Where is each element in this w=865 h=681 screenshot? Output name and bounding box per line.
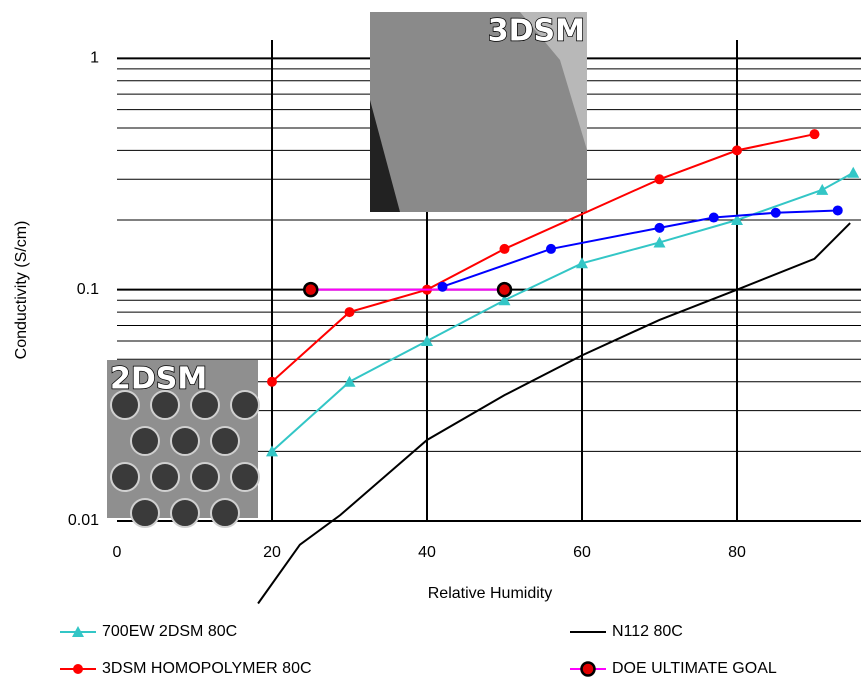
chart: 3DSM 2DSM Relative Humidity Conductivity… bbox=[0, 0, 865, 681]
point bbox=[709, 213, 719, 223]
legend-marker bbox=[73, 664, 83, 674]
legend-label: 700EW 2DSM 80C bbox=[102, 623, 237, 640]
point bbox=[833, 205, 843, 215]
legend-label: DOE ULTIMATE GOAL bbox=[612, 660, 777, 677]
y-axis-label: Conductivity (S/cm) bbox=[13, 221, 30, 360]
point bbox=[771, 208, 781, 218]
hole bbox=[131, 499, 159, 527]
x-tick-label: 80 bbox=[728, 544, 746, 561]
x-tick-label: 60 bbox=[573, 544, 591, 561]
hole bbox=[131, 427, 159, 455]
image-label: 3DSM bbox=[488, 14, 585, 49]
y-tick-label: 0.1 bbox=[77, 281, 99, 298]
hole bbox=[191, 463, 219, 491]
y-tick-label: 1 bbox=[90, 50, 99, 67]
hole bbox=[211, 427, 239, 455]
hole bbox=[231, 463, 259, 491]
x-tick-label: 40 bbox=[418, 544, 436, 561]
hole bbox=[171, 499, 199, 527]
hole bbox=[211, 499, 239, 527]
point bbox=[732, 145, 742, 155]
x-tick-label: 20 bbox=[263, 544, 281, 561]
point bbox=[438, 282, 448, 292]
point bbox=[816, 184, 828, 195]
legend-label: N112 80C bbox=[612, 623, 683, 640]
point bbox=[500, 244, 510, 254]
point bbox=[267, 377, 277, 387]
point bbox=[345, 307, 355, 317]
hole bbox=[231, 391, 259, 419]
point bbox=[655, 174, 665, 184]
point bbox=[847, 167, 859, 178]
hole bbox=[111, 463, 139, 491]
legend-label: 3DSM HOMOPOLYMER 80C bbox=[102, 660, 312, 677]
hole bbox=[151, 463, 179, 491]
point bbox=[546, 244, 556, 254]
hole bbox=[171, 427, 199, 455]
legend-marker bbox=[582, 663, 595, 676]
point bbox=[655, 223, 665, 233]
y-tick-label: 0.01 bbox=[68, 512, 99, 529]
series-line bbox=[258, 223, 850, 603]
point bbox=[498, 283, 511, 296]
sem-image-2dsm: 2DSM bbox=[107, 360, 259, 527]
x-axis-label: Relative Humidity bbox=[428, 585, 552, 602]
sem-image-3dsm: 3DSM bbox=[370, 12, 587, 212]
image-label: 2DSM bbox=[110, 362, 207, 397]
point bbox=[304, 283, 317, 296]
x-tick-label: 0 bbox=[113, 544, 122, 561]
point bbox=[810, 129, 820, 139]
